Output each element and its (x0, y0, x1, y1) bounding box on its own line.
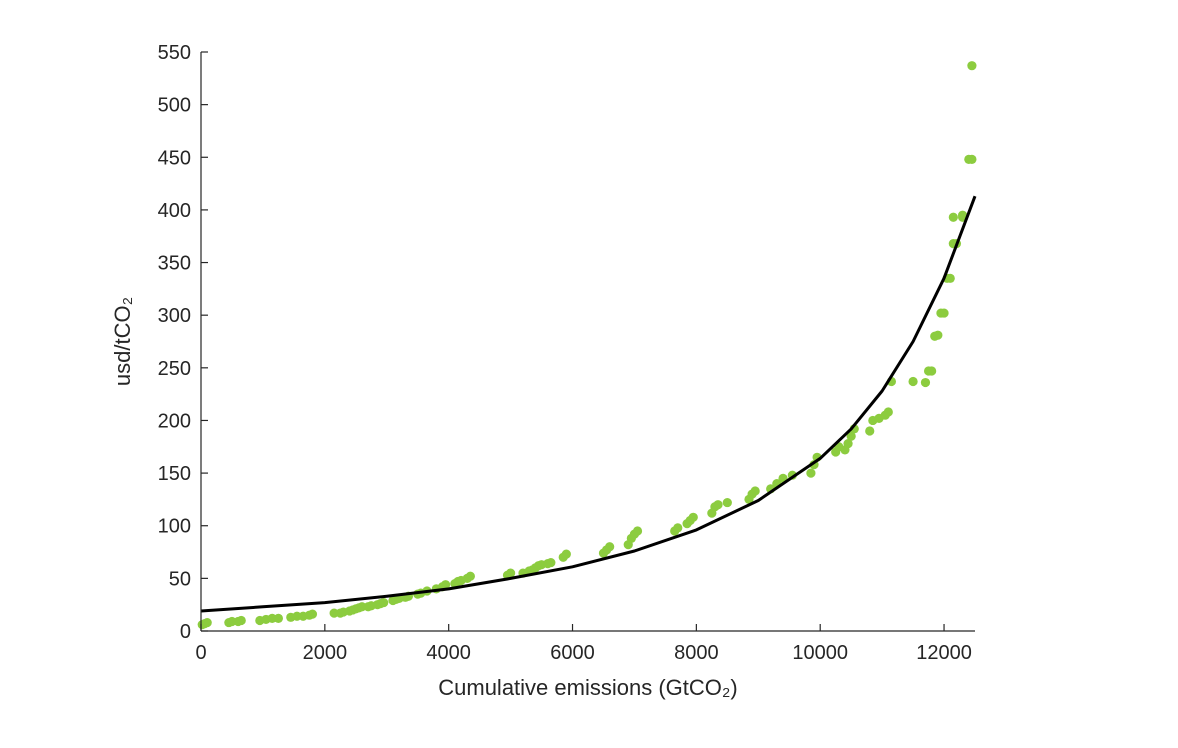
y-tick-label: 500 (158, 95, 191, 117)
data-point (202, 617, 212, 628)
data-point (945, 273, 955, 283)
y-tick-label: 0 (180, 621, 191, 643)
y-tick-label: 400 (158, 200, 191, 222)
data-point (465, 571, 475, 581)
x-tick-label: 0 (195, 642, 206, 664)
plot-area (197, 61, 977, 630)
data-point (806, 468, 816, 478)
y-tick-label: 150 (158, 463, 191, 485)
data-point (939, 308, 949, 318)
data-point (927, 366, 937, 376)
data-point (967, 61, 977, 71)
x-tick-label: 6000 (550, 642, 595, 664)
y-tick-label: 550 (158, 42, 191, 64)
x-tick-label: 2000 (303, 642, 348, 664)
data-point (605, 542, 615, 552)
data-point (673, 523, 683, 533)
data-point (506, 568, 516, 578)
data-point (688, 512, 698, 522)
data-point (440, 580, 451, 590)
data-point (920, 377, 931, 388)
data-point (933, 330, 943, 340)
x-tick-label: 12000 (916, 642, 972, 664)
data-point (722, 497, 732, 508)
data-point (843, 439, 853, 449)
x-axis-title: Cumulative emissions (GtCO₂) (438, 675, 738, 700)
y-tick-label: 100 (158, 516, 191, 538)
data-point (307, 609, 318, 619)
data-point (546, 557, 556, 568)
data-point (865, 426, 875, 436)
data-point (713, 500, 723, 510)
x-tick-label: 8000 (674, 642, 719, 664)
y-tick-label: 200 (158, 410, 191, 432)
data-point (846, 431, 856, 441)
data-point (908, 376, 918, 387)
y-tick-label: 50 (169, 568, 191, 590)
x-axis-ticks: 0 2000 4000 6000 8000 10000 12000 (195, 624, 972, 664)
data-point (948, 212, 958, 222)
data-point (561, 549, 571, 559)
y-tick-label: 250 (158, 358, 191, 380)
axes (200, 52, 975, 632)
x-tick-label: 10000 (792, 642, 848, 664)
x-tick-label: 4000 (426, 642, 471, 664)
y-tick-label: 350 (158, 253, 191, 275)
data-point (750, 486, 760, 496)
data-point (967, 154, 977, 164)
y-axis-ticks: 0 50 100 150 200 250 300 350 400 450 500 550 (158, 42, 208, 643)
y-axis-title: usd/tCO₂ (110, 297, 135, 386)
data-point (273, 613, 283, 623)
data-point (236, 615, 246, 626)
data-point (379, 597, 389, 608)
fit-line (200, 195, 977, 613)
data-point (632, 526, 643, 536)
data-point (883, 407, 893, 417)
y-tick-label: 300 (158, 305, 191, 327)
y-tick-label: 450 (158, 147, 191, 169)
